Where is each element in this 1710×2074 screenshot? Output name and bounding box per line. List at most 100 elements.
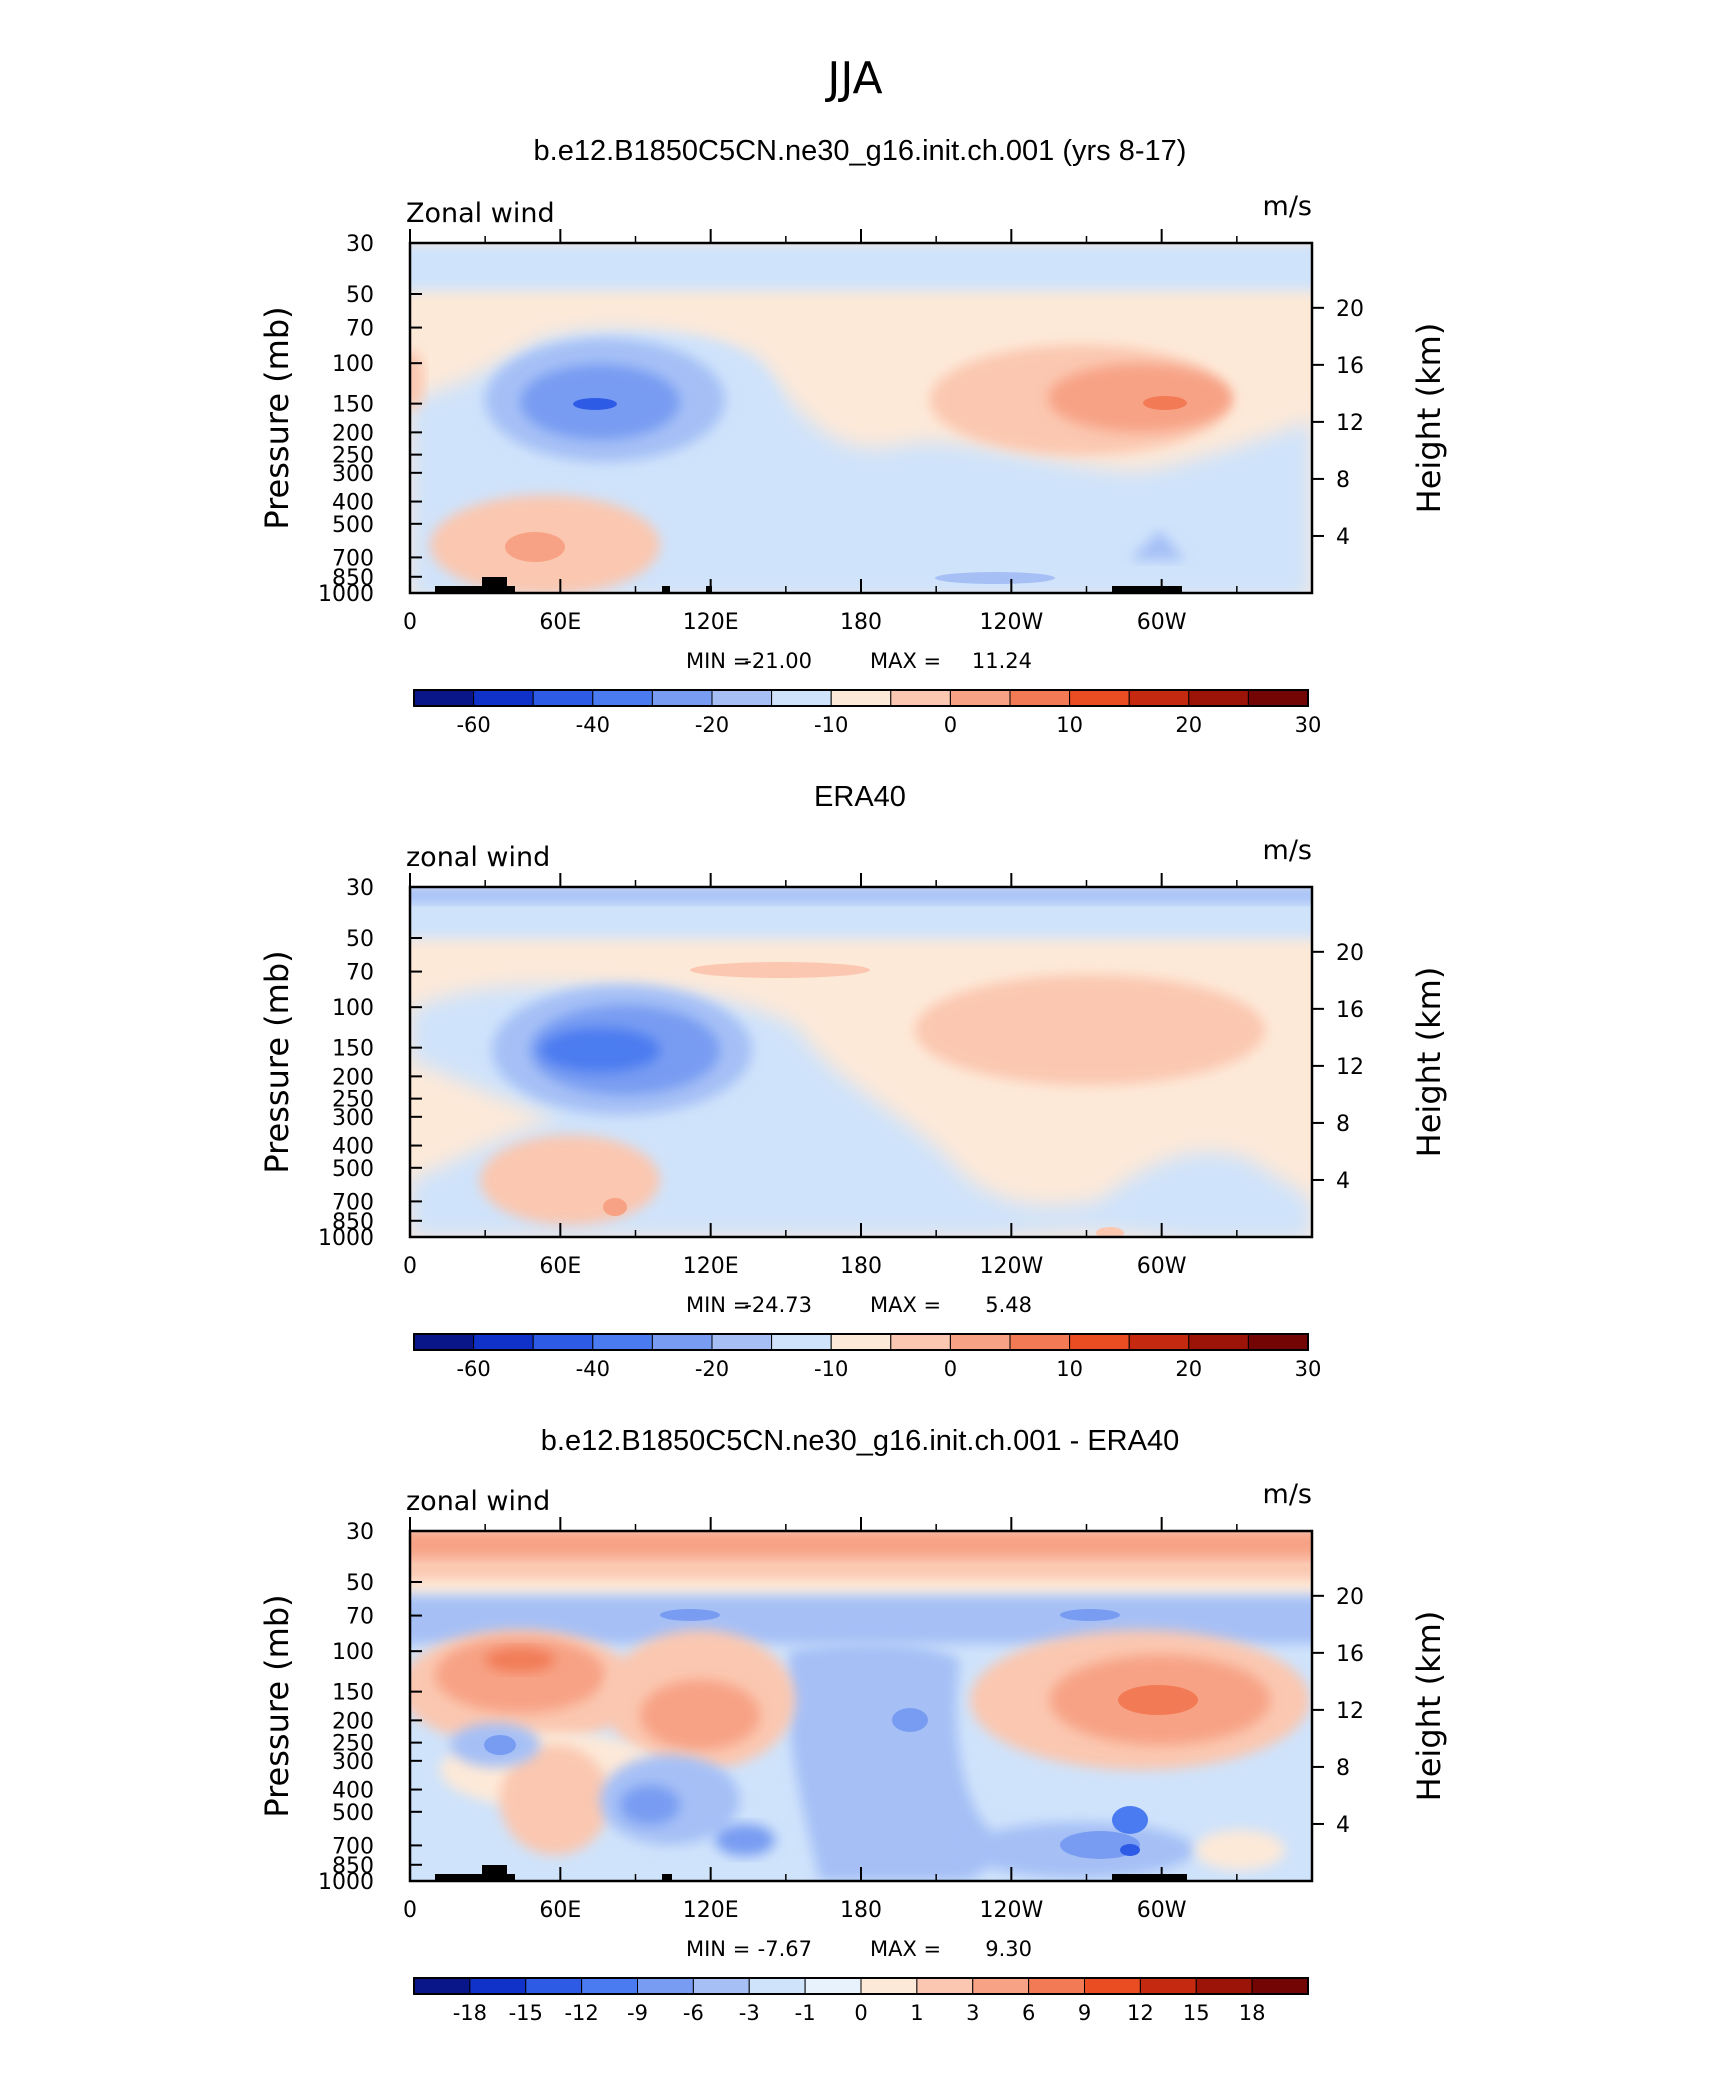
colorbar-swatch <box>949 1333 1011 1351</box>
y-tick-label: 100 <box>332 1640 374 1665</box>
colorbar-swatch <box>692 1977 750 1995</box>
colorbar-swatch <box>1128 689 1190 707</box>
colorbar-swatch <box>1251 1977 1309 1995</box>
colorbar-swatch <box>1247 689 1309 707</box>
height-tick-label: 4 <box>1336 1813 1350 1838</box>
colorbar-label: -12 <box>564 2001 598 2025</box>
colorbar-label: -18 <box>453 2001 487 2025</box>
panel-2-colorbar: -60 -40 -20 -10 0 10 20 30 <box>413 1333 1321 1381</box>
height-tick-label: 16 <box>1336 998 1364 1023</box>
y-tick-label: 700 <box>332 546 374 571</box>
y-tick-label: 400 <box>332 1135 374 1160</box>
colorbar-swatch <box>637 1977 694 1995</box>
panel-3-min-value: -7.67 <box>758 1937 812 1961</box>
y-tick-label: 850 <box>332 1854 374 1879</box>
colorbar-swatch <box>532 689 594 707</box>
y-tick-label: 500 <box>332 513 374 538</box>
colorbar-swatch <box>413 1977 471 1995</box>
colorbar-swatch <box>972 1977 1030 1995</box>
y-tick-label: 500 <box>332 1801 374 1826</box>
colorbar-swatch <box>804 1977 862 1995</box>
panel-1-field-label: Zonal wind <box>406 198 555 229</box>
colorbar-label: -20 <box>695 713 729 737</box>
x-tick-label: 60E <box>539 1254 581 1279</box>
y-tick-label: 200 <box>332 1065 374 1090</box>
colorbar-swatch <box>771 1333 832 1351</box>
x-tick-label: 0 <box>403 1254 417 1279</box>
y-tick-label: 300 <box>332 1106 374 1131</box>
colorbar-swatch <box>1084 1977 1141 1995</box>
colorbar-label: -10 <box>814 1357 848 1381</box>
height-tick-label: 4 <box>1336 1169 1350 1194</box>
colorbar-swatch <box>525 1977 583 1995</box>
x-tick-label: 0 <box>403 1898 417 1923</box>
x-tick-label: 60W <box>1137 610 1187 635</box>
colorbar-label: -6 <box>683 2001 704 2025</box>
panel-2-westerly-max <box>915 975 1265 1085</box>
colorbar-swatch <box>1195 1977 1253 1995</box>
colorbar-label: 0 <box>854 2001 867 2025</box>
x-tick-label: 120E <box>683 610 739 635</box>
colorbar-swatch <box>651 1333 713 1351</box>
colorbar-label: -60 <box>456 1357 490 1381</box>
panel-1-min-value: -21.00 <box>744 649 812 673</box>
y-tick-label: 250 <box>332 1732 374 1757</box>
height-tick-label: 12 <box>1336 411 1364 436</box>
colorbar-label: -60 <box>456 713 490 737</box>
y-tick-label: 700 <box>332 1190 374 1215</box>
panel-2: ERA40 zonal wind m/s 0 60E 120E 180 120W 60W 3… <box>258 781 1448 1381</box>
panel-3: b.e12.B1850C5CN.ne30_g16.init.ch.001 - E… <box>258 1425 1448 2025</box>
x-tick-label: 180 <box>840 1254 882 1279</box>
colorbar-swatch <box>473 1333 534 1351</box>
height-tick-label: 8 <box>1336 1756 1350 1781</box>
colorbar-frame <box>413 1977 1309 1995</box>
y-axis-title: Pressure (mb) <box>258 306 296 529</box>
colorbar-label: -3 <box>739 2001 760 2025</box>
colorbar-label: 30 <box>1295 713 1322 737</box>
y-tick-label: 250 <box>332 444 374 469</box>
y-tick-label: 70 <box>346 1605 374 1630</box>
y-tick-label: 100 <box>332 996 374 1021</box>
colorbar-swatch <box>711 1333 773 1351</box>
x-tick-label: 60W <box>1137 1898 1187 1923</box>
colorbar-frame <box>413 1333 1309 1351</box>
x-tick-label: 180 <box>840 610 882 635</box>
y-tick-label: 500 <box>332 1157 374 1182</box>
panel-2-max-value: 5.48 <box>985 1293 1032 1317</box>
figure-title: JJA <box>824 53 882 104</box>
y-tick-label: 400 <box>332 491 374 516</box>
colorbar-label: -40 <box>576 1357 610 1381</box>
colorbar-swatch <box>890 1333 951 1351</box>
x-tick-label: 180 <box>840 1898 882 1923</box>
y-axis-title: Pressure (mb) <box>258 1594 296 1817</box>
y-tick-label: 150 <box>332 1037 374 1062</box>
height-tick-label: 8 <box>1336 468 1350 493</box>
y-tick-label: 300 <box>332 1750 374 1775</box>
colorbar-swatch <box>473 689 534 707</box>
panel-2-title: ERA40 <box>814 781 906 813</box>
colorbar-swatch <box>651 689 713 707</box>
colorbar-swatch <box>1069 1333 1130 1351</box>
y-tick-label: 70 <box>346 961 374 986</box>
colorbar-label: 0 <box>944 713 957 737</box>
panel-3-min-label: MIN = <box>686 1937 750 1961</box>
y-tick-label: 50 <box>346 283 374 308</box>
panel-3-units: m/s <box>1263 1479 1312 1510</box>
panel-3-max-value: 9.30 <box>985 1937 1032 1961</box>
colorbar-label: 10 <box>1056 713 1083 737</box>
panel-1: b.e12.B1850C5CN.ne30_g16.init.ch.001 (yr… <box>258 135 1448 737</box>
height-axis-title: Height (km) <box>1410 323 1448 514</box>
x-tick-label: 120E <box>683 1898 739 1923</box>
colorbar-label: 15 <box>1183 2001 1210 2025</box>
colorbar-label: 18 <box>1239 2001 1266 2025</box>
panel-1-title: b.e12.B1850C5CN.ne30_g16.init.ch.001 (yr… <box>534 135 1187 167</box>
panel-1-max-value: 11.24 <box>972 649 1032 673</box>
colorbar-label: 12 <box>1127 2001 1154 2025</box>
y-tick-label: 70 <box>346 317 374 342</box>
panel-2-max-label: MAX = <box>870 1293 941 1317</box>
colorbar-label: 10 <box>1056 1357 1083 1381</box>
colorbar-label: -15 <box>509 2001 543 2025</box>
y-tick-label: 300 <box>332 462 374 487</box>
